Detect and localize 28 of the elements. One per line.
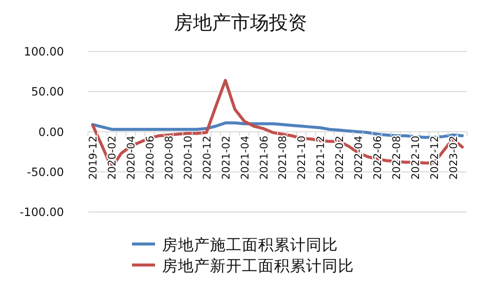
x-tick-label: 2022-04 — [353, 135, 366, 180]
x-tick-label: 2021-12 — [315, 136, 328, 180]
x-tick-label: 2021-02 — [220, 136, 232, 180]
y-tick-label: -100.00 — [20, 205, 64, 219]
x-tick-label: 2022-08 — [390, 136, 403, 180]
x-tick-label: 2022-02 — [334, 136, 346, 180]
y-tick-label: 0.00 — [38, 124, 64, 139]
y-tick-label: 100.00 — [24, 44, 64, 58]
x-tick-label: 2021-10 — [296, 136, 308, 180]
x-tick-label: 2022-10 — [410, 136, 422, 180]
x-tick-label: 2020-06 — [144, 135, 157, 180]
legend-label: 房地产新开工面积累计同比 — [162, 257, 354, 275]
x-tick-label: 2021-04 — [239, 135, 252, 180]
x-tick-label: 2020-08 — [164, 136, 176, 180]
y-tick-label: -50.00 — [26, 164, 64, 179]
x-tick-label: 2022-06 — [372, 135, 384, 180]
y-tick-label: 50.00 — [31, 84, 64, 99]
x-tick-label: 2020-10 — [182, 136, 194, 180]
x-tick-label: 2022-12 — [428, 136, 441, 180]
x-tick-label: 2020-04 — [126, 135, 138, 180]
x-tick-label: 2020-02 — [106, 136, 119, 180]
x-tick-label: 2019-12 — [88, 136, 100, 180]
x-tick-label: 2020-12 — [201, 136, 214, 180]
x-tick-label: 2021-08 — [277, 136, 290, 180]
x-tick-label: 2021-06 — [258, 135, 270, 180]
x-tick-label: 2023-02 — [448, 136, 460, 180]
legend-label: 房地产施工面积累计同比 — [162, 236, 338, 254]
chart-title: 房地产市场投资 — [174, 12, 307, 34]
